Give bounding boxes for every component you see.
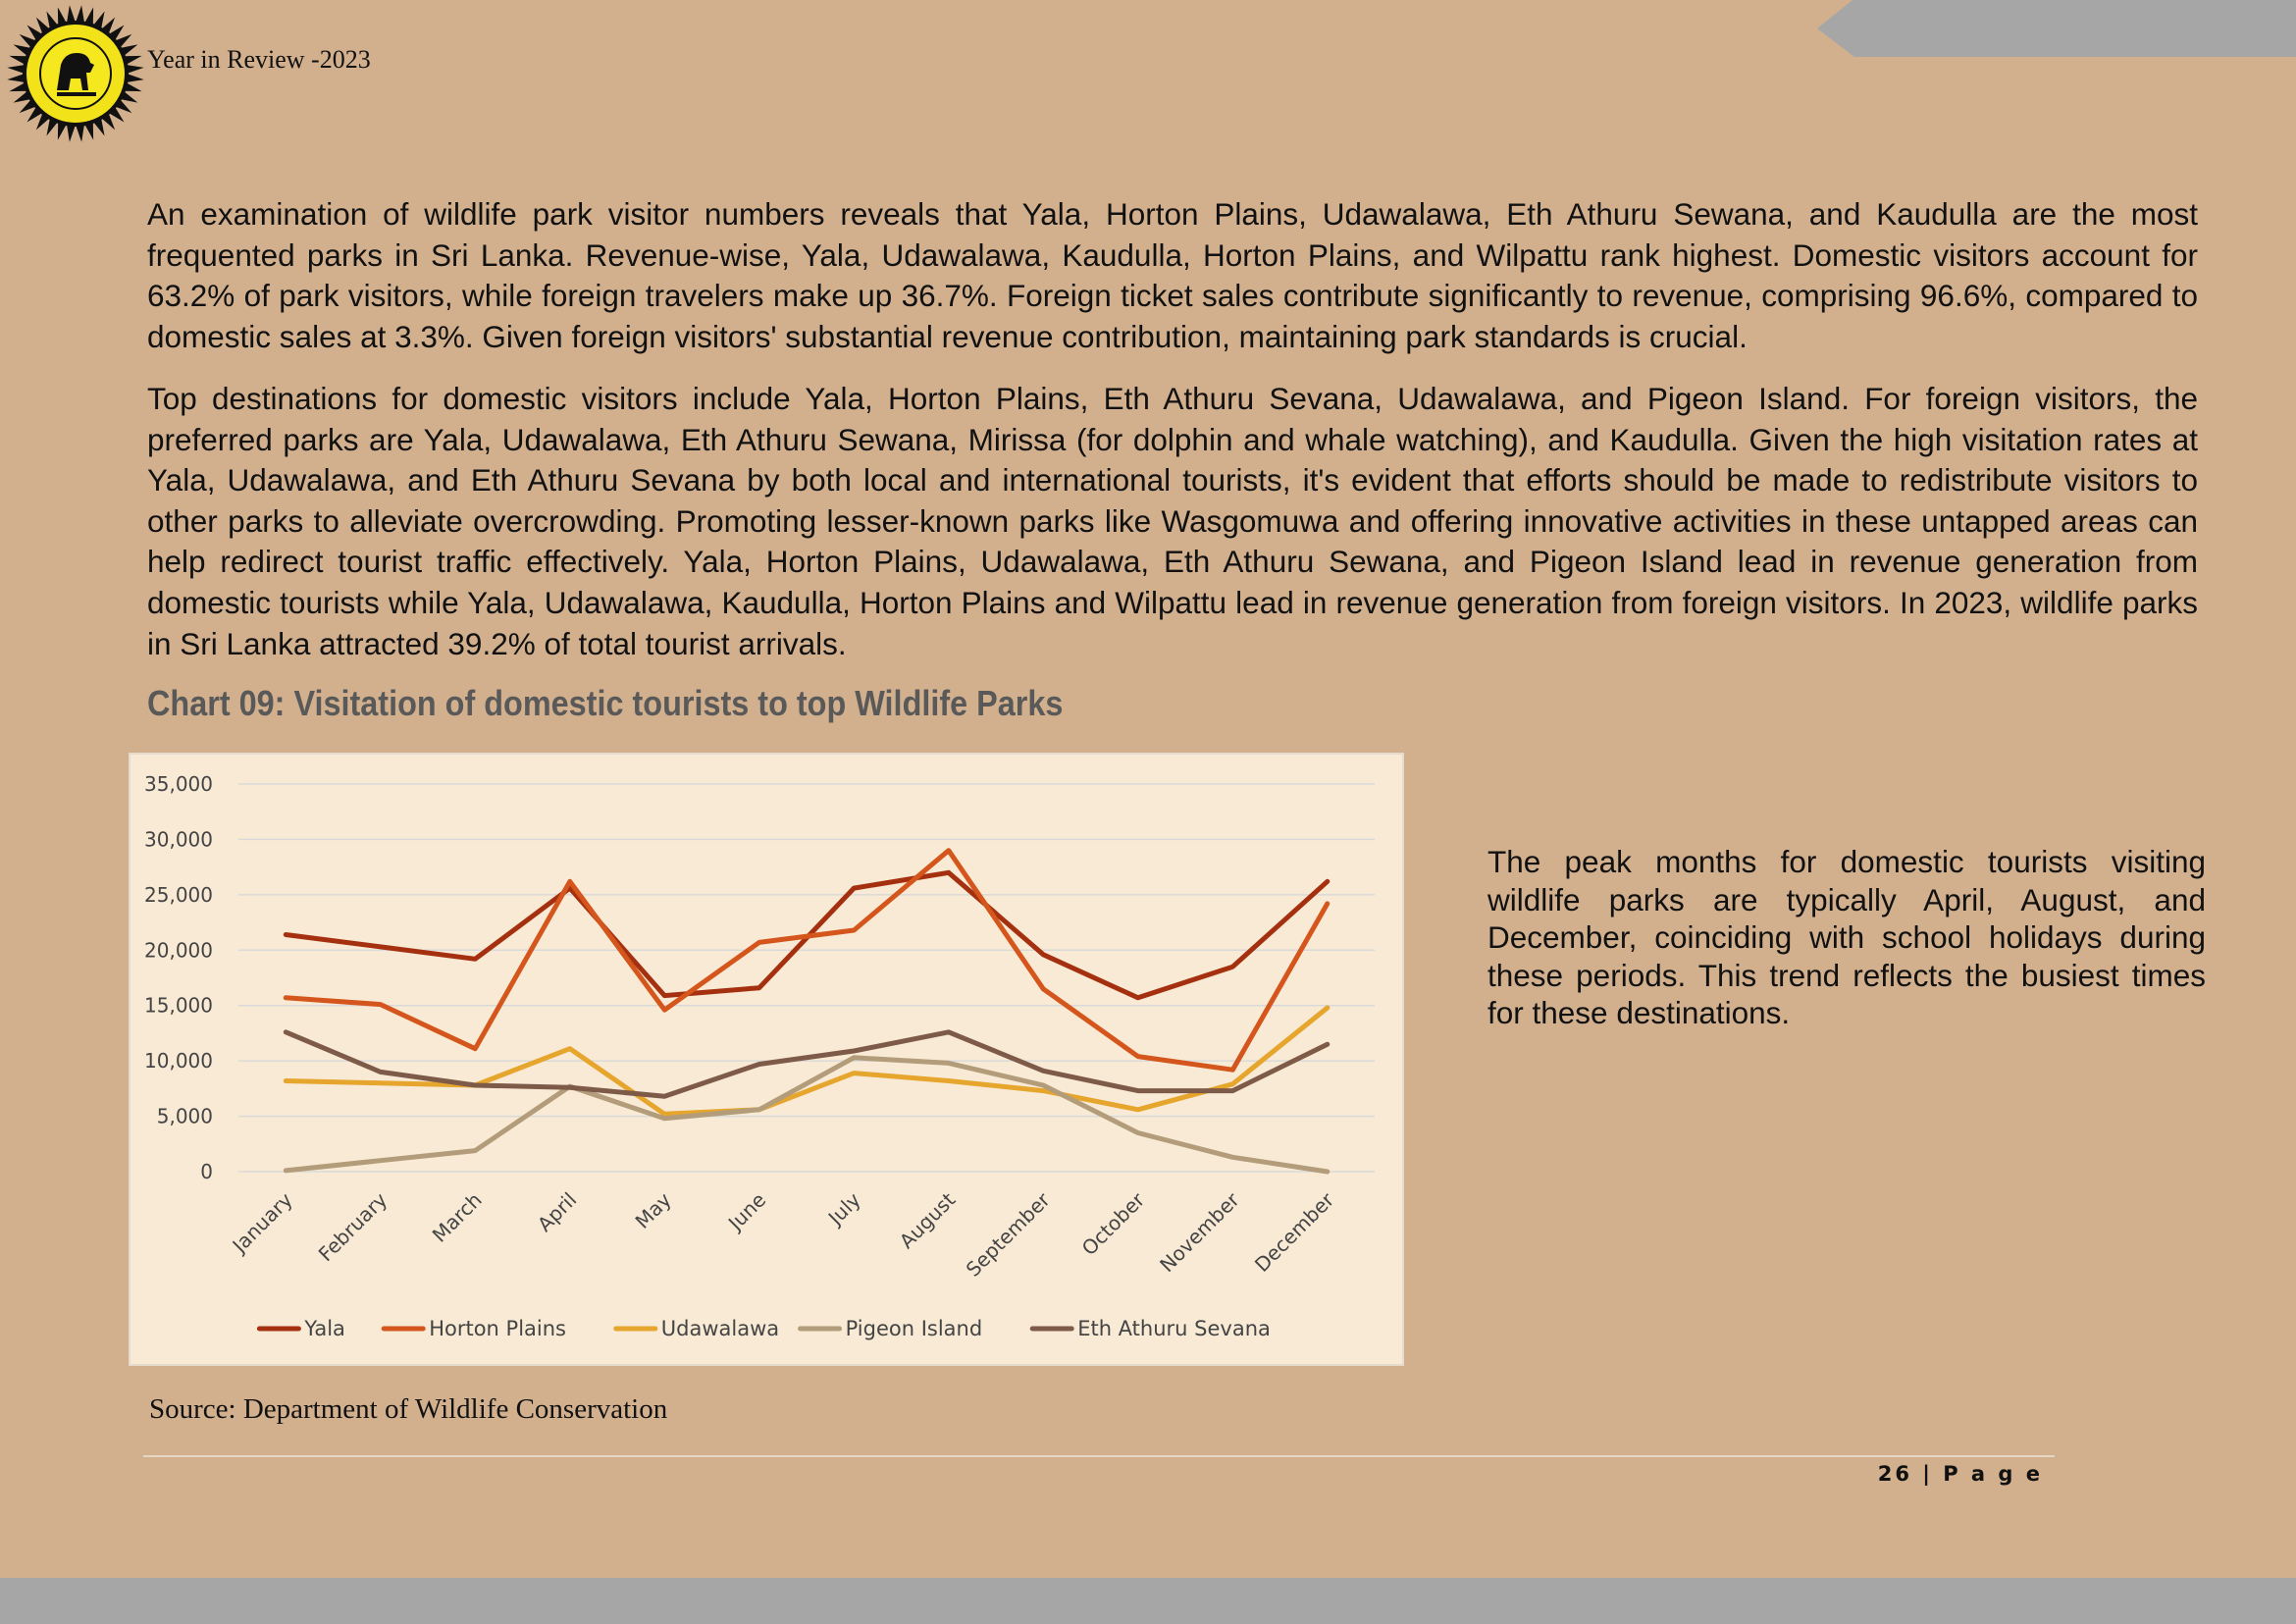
y-tick-label: 25,000: [144, 883, 213, 907]
y-tick-label: 5,000: [157, 1105, 213, 1128]
x-tick-label: March: [428, 1188, 487, 1247]
page-number: 26 | P a g e: [1877, 1462, 2043, 1486]
legend-label: Horton Plains: [429, 1317, 566, 1340]
legend-label: Pigeon Island: [846, 1317, 983, 1340]
x-tick-label: December: [1250, 1187, 1339, 1277]
series-line-pigeon-island: [283, 1055, 1331, 1175]
x-tick-label: November: [1155, 1187, 1244, 1277]
legend-label: Udawalawa: [661, 1317, 779, 1340]
chart-side-note: The peak months for domestic tourists vi…: [1487, 844, 2206, 1030]
legend-label: Eth Athuru Sevana: [1077, 1317, 1271, 1340]
x-tick-label: October: [1077, 1187, 1150, 1260]
x-tick-label: May: [631, 1187, 676, 1232]
x-tick-label: August: [895, 1187, 961, 1253]
bottom-bar: [0, 1578, 2296, 1624]
y-tick-label: 10,000: [144, 1049, 213, 1073]
y-tick-label: 30,000: [144, 827, 213, 851]
footer-divider: [143, 1455, 2055, 1457]
x-tick-label: February: [314, 1187, 392, 1266]
x-tick-label: January: [227, 1187, 297, 1258]
intro-paragraph: An examination of wildlife park visitor …: [147, 196, 2198, 354]
x-tick-label: July: [822, 1187, 865, 1231]
x-tick-label: June: [722, 1188, 770, 1236]
y-tick-label: 0: [200, 1160, 213, 1183]
chart-heading: Chart 09: Visitation of domestic tourist…: [147, 683, 1064, 723]
legend-item: Udawalawa: [613, 1317, 779, 1340]
line-chart: 0 5,000 10,000 15,000 20,000 25,000 30,000 35,0…: [129, 753, 1404, 1366]
x-tick-label: September: [962, 1187, 1056, 1282]
series-line-horton-plains: [283, 848, 1331, 1073]
header-title: Year in Review -2023: [147, 45, 371, 74]
legend-item: Horton Plains: [381, 1317, 566, 1340]
y-tick-label: 20,000: [144, 938, 213, 962]
y-tick-label: 35,000: [144, 772, 213, 796]
line-chart-svg: 0 5,000 10,000 15,000 20,000 25,000 30,000 35,0…: [144, 772, 1375, 1340]
x-tick-label: April: [533, 1188, 581, 1236]
header-tab-decoration: [1817, 0, 2296, 57]
series-line-eth-athuru-sevana: [283, 1029, 1331, 1099]
legend-item: Pigeon Island: [798, 1317, 983, 1340]
legend-item: Eth Athuru Sevana: [1029, 1317, 1271, 1340]
y-tick-label: 15,000: [144, 994, 213, 1018]
destinations-paragraph: Top destinations for domestic visitors i…: [147, 381, 2198, 661]
legend-label: Yala: [303, 1317, 345, 1340]
chart-source: Source: Department of Wildlife Conservat…: [149, 1393, 668, 1425]
legend-item: Yala: [256, 1317, 345, 1340]
department-emblem-icon: [7, 5, 144, 142]
